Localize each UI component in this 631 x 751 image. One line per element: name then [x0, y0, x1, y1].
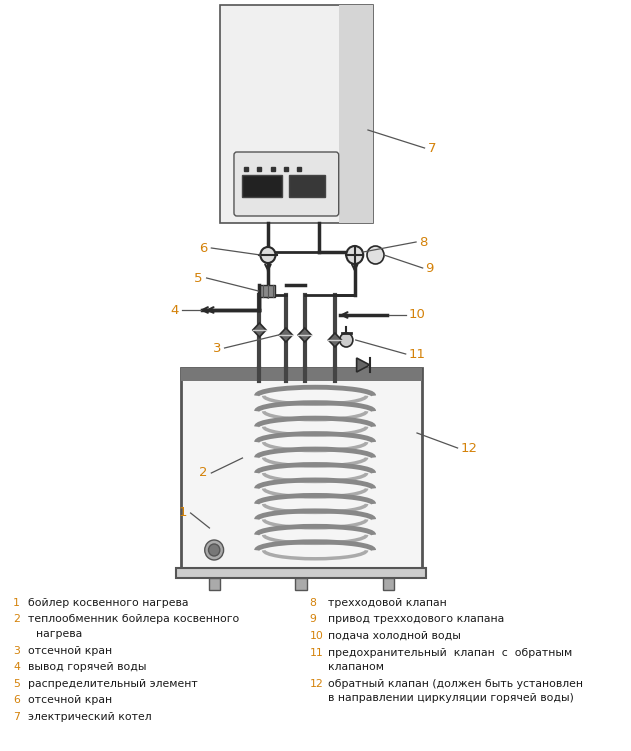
Text: 10: 10 [408, 309, 425, 321]
Polygon shape [357, 358, 370, 372]
Text: 9: 9 [425, 261, 434, 275]
Text: 8: 8 [419, 236, 427, 249]
Bar [339, 5, 373, 223]
Text: 10: 10 [309, 631, 323, 641]
Text: привод трехходового клапана: привод трехходового клапана [328, 614, 505, 625]
Polygon shape [298, 328, 311, 342]
Circle shape [346, 246, 363, 264]
Circle shape [261, 247, 276, 263]
Polygon shape [253, 323, 266, 337]
Text: клапаном: клапаном [328, 662, 384, 672]
Text: 4: 4 [13, 662, 20, 672]
Bar [289, 175, 324, 197]
Text: 1: 1 [13, 598, 20, 608]
Text: 11: 11 [309, 647, 323, 657]
Circle shape [367, 246, 384, 264]
Text: 3: 3 [213, 342, 221, 354]
Bar [295, 578, 307, 590]
Text: 5: 5 [13, 678, 20, 689]
Text: теплообменник бойлера косвенного: теплообменник бойлера косвенного [28, 614, 240, 625]
Text: трехходовой клапан: трехходовой клапан [328, 598, 447, 608]
Circle shape [339, 333, 353, 347]
Bar [383, 578, 394, 590]
Bar [208, 578, 220, 590]
Text: вывод горячей воды: вывод горячей воды [28, 662, 147, 672]
Text: 1: 1 [179, 506, 187, 520]
Text: 3: 3 [13, 646, 20, 656]
Text: 7: 7 [13, 711, 20, 722]
Bar [220, 5, 373, 223]
Text: предохранительный  клапан  с  обратным: предохранительный клапан с обратным [328, 647, 572, 657]
Text: отсечной кран: отсечной кран [28, 646, 112, 656]
Text: 11: 11 [408, 348, 425, 360]
Bar [242, 175, 282, 197]
Text: 9: 9 [309, 614, 316, 625]
Circle shape [208, 544, 220, 556]
Polygon shape [328, 333, 341, 347]
Bar [177, 568, 427, 578]
Text: 7: 7 [427, 141, 436, 155]
Text: нагрева: нагрева [36, 629, 82, 639]
Text: 6: 6 [199, 242, 208, 255]
Bar [181, 368, 422, 568]
Text: бойлер косвенного нагрева: бойлер косвенного нагрева [28, 598, 189, 608]
Text: 2: 2 [13, 614, 20, 625]
Bar [181, 368, 422, 381]
FancyBboxPatch shape [234, 152, 339, 216]
Text: 8: 8 [309, 598, 316, 608]
Text: распределительный элемент: распределительный элемент [28, 678, 198, 689]
Text: обратный клапан (должен быть установлен: обратный клапан (должен быть установлен [328, 678, 583, 689]
Text: 6: 6 [13, 695, 20, 705]
Bar [261, 285, 276, 297]
Text: подача холодной воды: подача холодной воды [328, 631, 461, 641]
Circle shape [204, 540, 223, 560]
Text: отсечной кран: отсечной кран [28, 695, 112, 705]
Polygon shape [280, 328, 293, 342]
Text: 12: 12 [309, 678, 323, 689]
Text: 5: 5 [194, 272, 203, 285]
Text: 2: 2 [199, 466, 208, 479]
Text: в направлении циркуляции горячей воды): в направлении циркуляции горячей воды) [328, 693, 574, 703]
Text: 12: 12 [461, 442, 478, 454]
Text: электрический котел: электрический котел [28, 711, 152, 722]
Text: 4: 4 [170, 303, 179, 316]
